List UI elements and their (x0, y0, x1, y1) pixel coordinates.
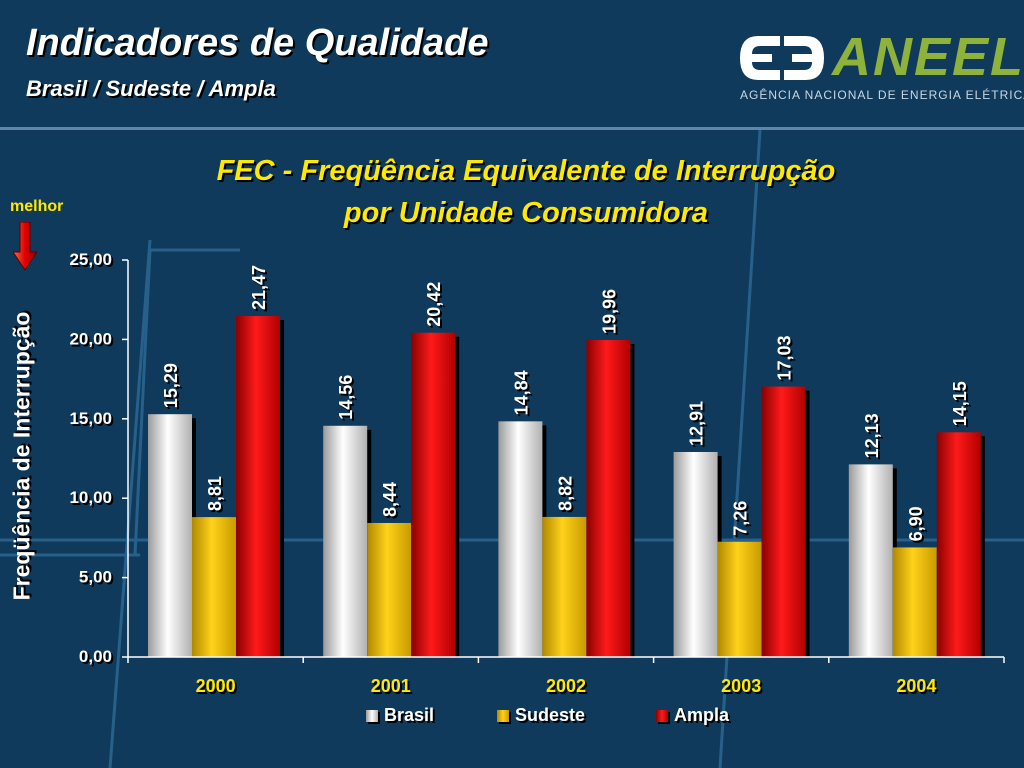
y-tick-label: 25,00 (69, 250, 112, 269)
data-label-ampla-2002: 19,96 (599, 289, 619, 334)
bar-ampla-2000 (236, 316, 280, 657)
header-divider (0, 127, 1024, 130)
data-label-ampla-2004: 14,15 (950, 381, 970, 426)
data-label-shadow: 6,90 (908, 508, 928, 543)
data-label-shadow: 7,26 (733, 503, 753, 538)
bar-ampla-2001 (411, 332, 456, 657)
data-label-ampla-2000: 21,47 (249, 265, 269, 310)
data-label-shadow: 8,81 (207, 478, 227, 513)
bar-brasil-2001 (323, 425, 368, 657)
x-tick-label-shadow: 2001 (373, 678, 413, 698)
data-label-shadow: 14,84 (513, 372, 533, 417)
bar-sudeste-2001 (367, 522, 412, 657)
bar-sudeste-2003 (717, 541, 762, 657)
y-tick-label: 10,00 (69, 488, 112, 507)
bar-brasil-2004 (848, 464, 893, 657)
legend-label-ampla: Ampla (674, 705, 730, 725)
data-label-brasil-2000: 15,29 (161, 363, 181, 408)
aneel-logo: ANEEL AGÊNCIA NACIONAL DE ENERGIA ELÉTRI… (736, 28, 1024, 108)
data-label-sudeste-2001: 8,44 (380, 482, 400, 517)
x-tick-label-shadow: 2000 (198, 678, 238, 698)
logo-name: ANEEL (832, 27, 1024, 87)
chart-title-line1: FEC - Freqüência Equivalente de Interrup… (216, 155, 836, 187)
data-label-brasil-2001: 14,56 (336, 375, 356, 420)
data-label-shadow: 21,47 (251, 267, 271, 312)
data-label-shadow: 15,29 (163, 365, 183, 410)
data-label-sudeste-2000: 8,81 (205, 476, 225, 511)
bar-sudeste-2000 (192, 517, 236, 657)
data-label-brasil-2002: 14,84 (511, 370, 531, 415)
bar-brasil-2003 (673, 451, 718, 657)
y-tick-label-shadow: 20,00 (71, 331, 114, 350)
data-label-shadow: 20,42 (426, 284, 446, 329)
data-label-brasil-2004: 12,13 (862, 413, 882, 458)
data-label-sudeste-2003: 7,26 (731, 501, 751, 536)
down-arrow-icon (13, 222, 37, 271)
bar-brasil-2002 (498, 421, 543, 657)
data-label-shadow: 17,03 (777, 338, 797, 383)
x-tick-label-shadow: 2004 (898, 678, 938, 698)
y-tick-label-shadow: 10,00 (71, 490, 114, 509)
bar-ampla-2002 (586, 340, 631, 657)
legend-swatch-sudeste (497, 710, 509, 722)
aneel-emblem-icon (740, 36, 824, 80)
legend-swatch-ampla (656, 710, 668, 722)
bar-ampla-2004 (936, 432, 981, 657)
x-tick-label-shadow: 2002 (548, 678, 588, 698)
data-label-ampla-2001: 20,42 (424, 282, 444, 327)
x-tick-label-2001: 2001 (371, 676, 411, 696)
y-tick-label: 20,00 (69, 329, 112, 348)
chart-title: FEC - Freqüência Equivalente de Interrup… (124, 150, 928, 234)
legend-swatch-brasil (366, 710, 378, 722)
page-subtitle: Brasil / Sudeste / Ampla (26, 76, 276, 101)
x-tick-label-2003: 2003 (721, 676, 761, 696)
data-label-sudeste-2002: 8,82 (555, 476, 575, 511)
data-label-ampla-2003: 17,03 (775, 336, 795, 381)
data-label-shadow: 8,44 (382, 484, 402, 519)
data-label-shadow: 14,15 (952, 383, 972, 428)
y-tick-label-shadow: 5,00 (81, 570, 114, 589)
y-tick-label-shadow: 25,00 (71, 252, 114, 271)
better-label: melhor (10, 198, 64, 215)
chart-title-line2: por Unidade Consumidora (343, 197, 709, 229)
x-tick-label-shadow: 2003 (723, 678, 763, 698)
y-tick-label-shadow: 0,00 (81, 649, 114, 668)
bar-ampla-2003 (761, 386, 806, 657)
legend-label-brasil: Brasil (384, 705, 435, 725)
y-tick-label-shadow: 15,00 (71, 411, 114, 430)
data-label-shadow: 12,13 (864, 415, 884, 460)
data-label-shadow: 14,56 (338, 377, 358, 422)
data-label-sudeste-2004: 6,90 (906, 506, 926, 541)
data-label-shadow: 12,91 (689, 403, 709, 448)
data-label-shadow: 8,82 (557, 478, 577, 513)
logo-tagline: AGÊNCIA NACIONAL DE ENERGIA ELÉTRICA (740, 88, 1024, 102)
y-tick-label: 15,00 (69, 409, 112, 428)
x-tick-label-2004: 2004 (896, 676, 936, 696)
x-tick-label-2002: 2002 (546, 676, 586, 696)
x-tick-label-2000: 2000 (196, 676, 236, 696)
bar-brasil-2000 (148, 414, 192, 657)
legend-label-sudeste: Sudeste (515, 705, 586, 725)
data-label-brasil-2003: 12,91 (687, 401, 707, 446)
y-tick-label: 5,00 (79, 568, 112, 587)
bar-sudeste-2002 (542, 516, 587, 657)
y-tick-label: 0,00 (79, 647, 112, 666)
data-label-shadow: 19,96 (601, 291, 621, 336)
bar-sudeste-2004 (892, 547, 937, 657)
page-title: Indicadores de Qualidade (26, 22, 489, 64)
